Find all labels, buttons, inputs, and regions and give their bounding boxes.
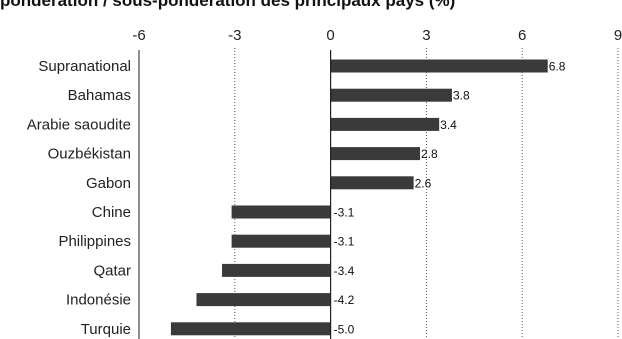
label-layer: -6 -3 0 3 6 9 Supranational 6.8 Bahamas 3.8 Arabie… bbox=[27, 27, 622, 338]
value-label: 6.8 bbox=[549, 60, 566, 74]
category-label: Qatar bbox=[93, 262, 131, 279]
bar bbox=[196, 293, 331, 307]
value-label: -3.1 bbox=[334, 206, 355, 220]
bar bbox=[222, 263, 331, 277]
x-tick-label: 6 bbox=[518, 27, 526, 44]
category-label: Arabie saoudite bbox=[27, 116, 131, 133]
bar-layer bbox=[170, 59, 548, 336]
bar bbox=[330, 59, 548, 73]
category-label: Gabon bbox=[86, 175, 131, 192]
bar bbox=[231, 234, 331, 248]
x-tick-label: 9 bbox=[614, 27, 622, 44]
x-tick-label: -6 bbox=[132, 27, 145, 44]
value-label: 2.6 bbox=[415, 176, 432, 190]
category-label: Philippines bbox=[58, 233, 131, 250]
value-label: -3.1 bbox=[334, 235, 355, 249]
x-tick-label: 0 bbox=[326, 27, 334, 44]
category-label: Bahamas bbox=[68, 87, 131, 104]
value-label: -4.2 bbox=[334, 293, 355, 307]
category-label: Indonésie bbox=[66, 292, 131, 309]
bar bbox=[330, 117, 440, 131]
value-label: -5.0 bbox=[334, 322, 355, 336]
bar bbox=[170, 322, 331, 336]
axis-layer bbox=[138, 50, 332, 339]
x-tick-label: 3 bbox=[422, 27, 430, 44]
value-label: -3.4 bbox=[334, 264, 355, 278]
bar bbox=[330, 176, 414, 190]
category-label: Supranational bbox=[38, 58, 131, 75]
value-label: 3.4 bbox=[440, 118, 457, 132]
bar bbox=[330, 147, 421, 161]
category-label: Ouzbékistan bbox=[48, 146, 131, 163]
category-label: Chine bbox=[92, 204, 131, 221]
x-tick-label: -3 bbox=[228, 27, 241, 44]
category-label: Turquie bbox=[81, 321, 131, 338]
value-label: 2.8 bbox=[421, 147, 438, 161]
bar bbox=[330, 88, 452, 102]
bar bbox=[231, 205, 331, 219]
value-label: 3.8 bbox=[453, 89, 470, 103]
chart-title: pondération / sous-pondération des princ… bbox=[0, 0, 456, 10]
